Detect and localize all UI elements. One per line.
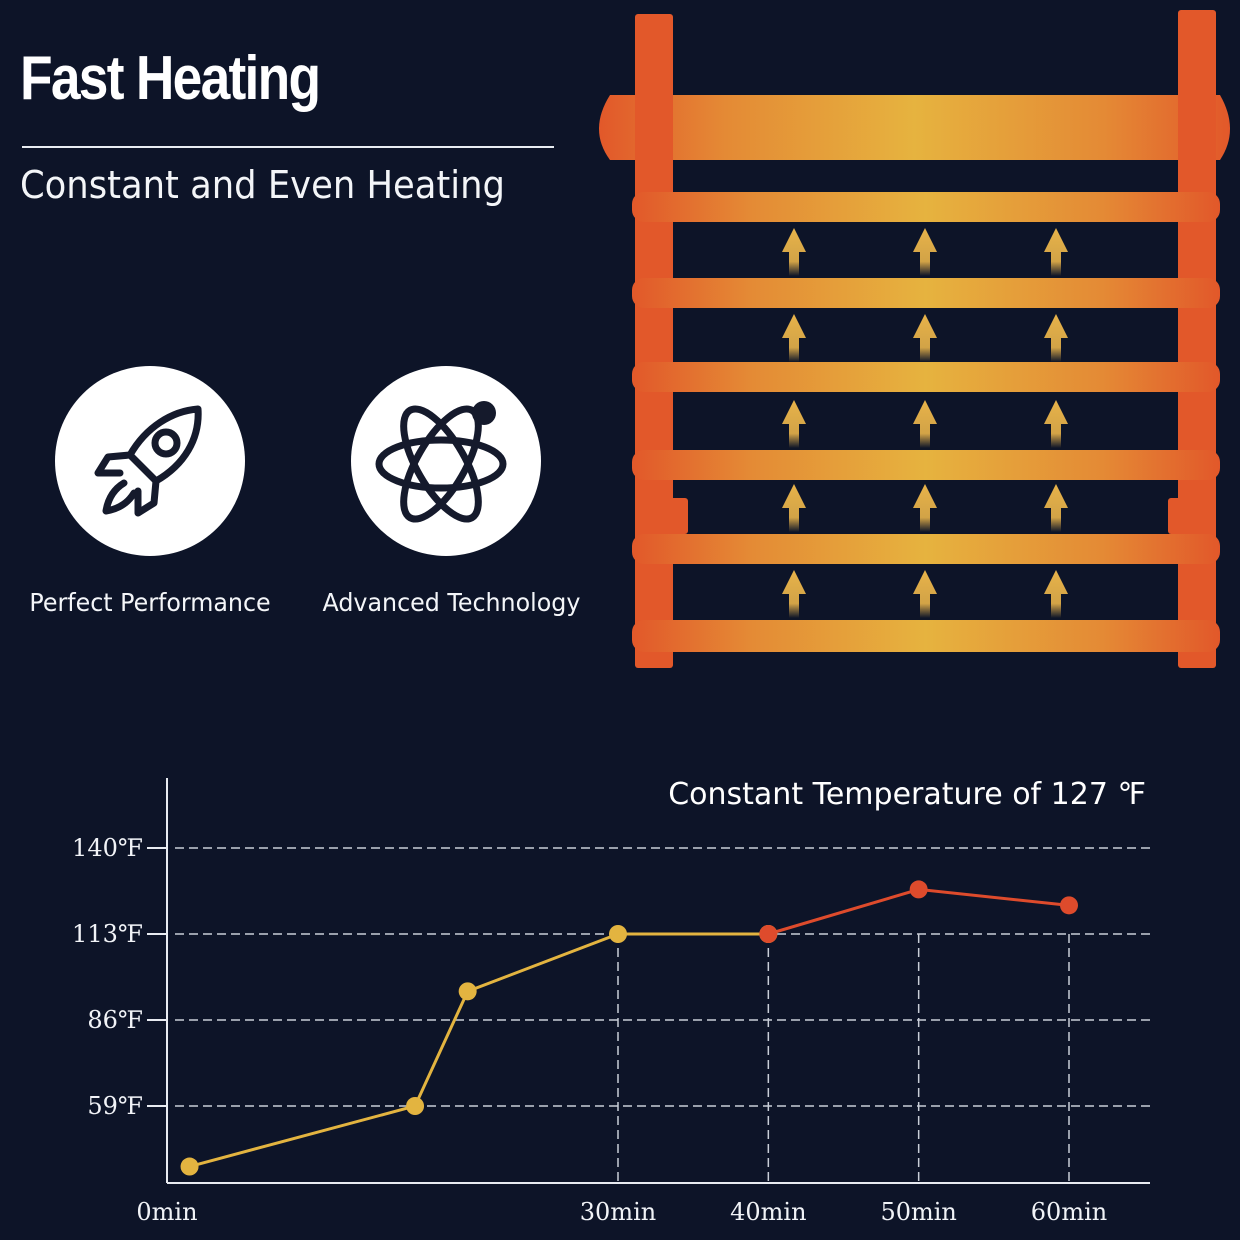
page-subtitle: Constant and Even Heating	[20, 163, 505, 207]
chart-axes	[147, 778, 1150, 1184]
data-point	[1060, 896, 1078, 915]
data-point	[406, 1097, 425, 1115]
temperature-chart: Constant Temperature of 127 ℉ 59℉ 86℉ 113℉…	[72, 777, 1150, 1226]
title-divider	[22, 146, 554, 148]
feature-perfect-performance: Perfect Performance	[20, 366, 280, 617]
chart-gridlines	[175, 847, 1150, 1183]
feature-advanced-technology: Advanced Technology	[316, 366, 581, 617]
page-title: Fast Heating	[20, 44, 321, 113]
data-point	[458, 982, 477, 1001]
y-tick-label: 113℉	[72, 920, 143, 948]
heated-towel-rack-illustration	[599, 10, 1230, 668]
chart-title: Constant Temperature of 127 ℉	[668, 777, 1146, 812]
data-point	[609, 925, 627, 943]
feature-icon-badge	[55, 366, 245, 556]
rack-bars	[632, 192, 1220, 652]
rocket-icon	[94, 405, 202, 517]
x-tick-label: 60min	[1031, 1198, 1107, 1226]
data-point	[180, 1157, 199, 1176]
x-tick-label: 50min	[880, 1198, 956, 1226]
x-tick-label: 0min	[136, 1198, 197, 1226]
x-tick-label: 30min	[580, 1198, 656, 1226]
rack-brackets	[668, 498, 1188, 534]
heat-arrows	[782, 228, 1068, 618]
feature-label: Advanced Technology	[322, 588, 581, 617]
rack-top-bar	[599, 95, 1230, 160]
chart-series	[180, 880, 1078, 1176]
x-tick-label: 40min	[730, 1198, 806, 1226]
y-tick-label: 59℉	[87, 1092, 143, 1120]
data-point	[759, 925, 778, 943]
feature-label: Perfect Performance	[29, 588, 271, 617]
series-line-1	[189, 932, 769, 1168]
feature-icon-badge	[351, 366, 541, 556]
y-tick-label: 86℉	[87, 1006, 143, 1034]
data-point	[909, 880, 928, 899]
atom-icon	[375, 401, 507, 523]
chart-tick-labels: 59℉ 86℉ 113℉ 140℉ 0min 30min 40min 50min 60min	[72, 834, 1107, 1226]
y-tick-label: 140℉	[72, 834, 143, 862]
